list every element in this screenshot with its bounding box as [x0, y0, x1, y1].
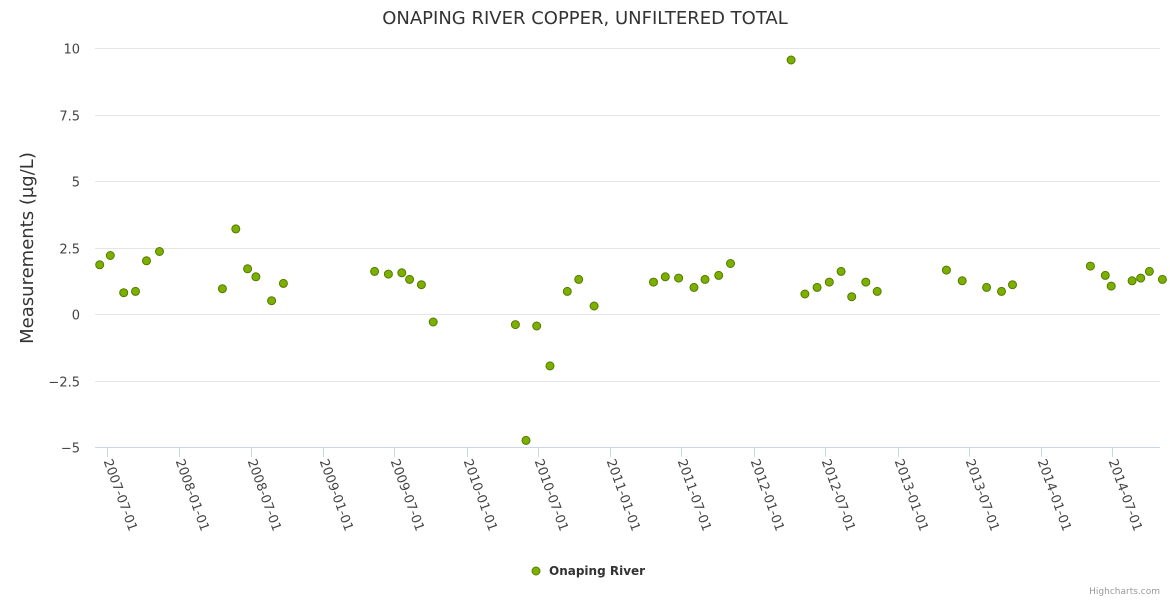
- data-point[interactable]: [589, 301, 599, 311]
- data-point[interactable]: [689, 282, 699, 292]
- x-tick-label: 2012-07-01: [818, 457, 858, 533]
- data-point[interactable]: [1127, 276, 1137, 286]
- data-point[interactable]: [521, 435, 531, 445]
- credits-link[interactable]: Highcharts.com: [1089, 587, 1160, 597]
- x-tick-label: 2011-01-01: [603, 457, 643, 533]
- data-point[interactable]: [251, 272, 261, 282]
- data-points: [95, 55, 1167, 445]
- data-point[interactable]: [278, 278, 288, 288]
- y-tick-label: −5: [61, 442, 80, 457]
- data-point[interactable]: [131, 286, 140, 296]
- chart-title: ONAPING RIVER COPPER, UNFILTERED TOTAL: [382, 8, 788, 29]
- data-point[interactable]: [1106, 281, 1116, 291]
- data-point[interactable]: [649, 277, 658, 287]
- data-point[interactable]: [1085, 261, 1095, 271]
- data-point[interactable]: [1144, 266, 1154, 276]
- data-point[interactable]: [872, 286, 882, 296]
- data-point[interactable]: [95, 260, 105, 270]
- legend-item-onaping-river[interactable]: Onaping River: [549, 564, 645, 578]
- data-point[interactable]: [545, 361, 555, 371]
- y-tick-label: 7.5: [59, 110, 80, 125]
- data-point[interactable]: [1157, 274, 1167, 284]
- data-point[interactable]: [532, 321, 542, 331]
- data-point[interactable]: [997, 286, 1006, 296]
- data-point[interactable]: [142, 256, 151, 266]
- y-axis-label: Measurements (µg/L): [17, 152, 38, 344]
- data-point[interactable]: [861, 277, 871, 287]
- x-tick-label: 2009-01-01: [316, 457, 356, 533]
- data-point[interactable]: [674, 273, 684, 283]
- data-point[interactable]: [812, 282, 822, 292]
- data-point[interactable]: [562, 286, 572, 296]
- x-tick-label: 2012-01-01: [747, 457, 787, 533]
- data-point[interactable]: [416, 280, 426, 290]
- y-tick-label: 2.5: [59, 243, 80, 258]
- data-point[interactable]: [726, 259, 735, 268]
- y-tick-label: 0: [72, 309, 80, 324]
- x-tick-label: 2007-07-01: [100, 457, 140, 533]
- x-tick-label: 2014-01-01: [1034, 457, 1074, 533]
- data-point[interactable]: [397, 268, 407, 278]
- data-point[interactable]: [1008, 280, 1017, 290]
- data-point[interactable]: [510, 320, 520, 330]
- data-point[interactable]: [119, 288, 129, 298]
- data-point[interactable]: [786, 55, 796, 65]
- data-point[interactable]: [660, 272, 670, 282]
- x-tick-label: 2009-07-01: [387, 457, 427, 533]
- legend-marker: [531, 566, 541, 576]
- data-point[interactable]: [217, 284, 227, 294]
- data-point[interactable]: [405, 274, 415, 284]
- y-tick-label: 10: [63, 43, 80, 58]
- data-point[interactable]: [714, 270, 724, 280]
- data-point[interactable]: [155, 247, 164, 256]
- data-point[interactable]: [428, 317, 438, 327]
- grid-lines: [95, 48, 1160, 382]
- y-tick-label: −2.5: [48, 376, 80, 391]
- data-point[interactable]: [370, 266, 380, 276]
- x-tick-label: 2011-07-01: [674, 457, 714, 533]
- x-tick-label: 2010-01-01: [460, 457, 500, 533]
- x-tick-label: 2014-07-01: [1105, 457, 1145, 533]
- data-point[interactable]: [941, 265, 951, 275]
- x-tick-label: 2010-07-01: [531, 457, 571, 533]
- data-point[interactable]: [1136, 273, 1146, 283]
- y-axis-ticks: 10 7.5 5 2.5 0 −2.5 −5: [48, 43, 80, 457]
- x-tick-label: 2008-07-01: [244, 457, 284, 533]
- data-point[interactable]: [574, 274, 584, 284]
- x-tick-label: 2013-07-01: [962, 457, 1002, 533]
- x-axis-ticks: 2007-07-01 2008-01-01 2008-07-01 2009-01-01…: [100, 447, 1145, 533]
- data-point[interactable]: [982, 282, 992, 292]
- y-tick-label: 5: [72, 176, 80, 191]
- data-point[interactable]: [847, 292, 857, 302]
- x-tick-label: 2008-01-01: [172, 457, 212, 533]
- data-point[interactable]: [383, 269, 393, 279]
- data-point[interactable]: [1100, 270, 1110, 280]
- data-point[interactable]: [267, 296, 277, 306]
- x-tick-label: 2013-01-01: [891, 457, 931, 533]
- data-point[interactable]: [800, 289, 810, 299]
- data-point[interactable]: [231, 224, 241, 234]
- legend[interactable]: Onaping River: [531, 564, 645, 578]
- data-point[interactable]: [105, 251, 115, 260]
- data-point[interactable]: [243, 264, 253, 274]
- data-point[interactable]: [700, 274, 710, 284]
- data-point[interactable]: [957, 276, 967, 286]
- data-point[interactable]: [824, 277, 834, 287]
- data-point[interactable]: [836, 266, 846, 276]
